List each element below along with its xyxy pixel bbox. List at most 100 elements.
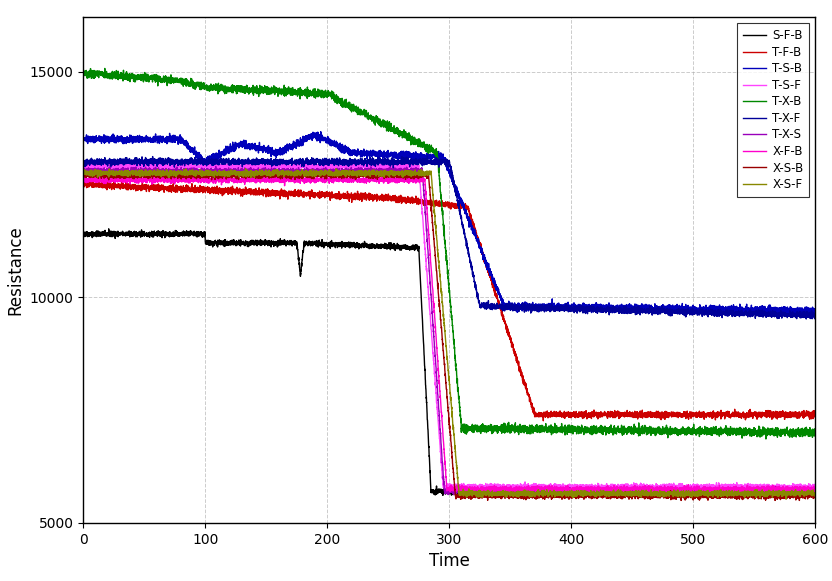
S-F-B <box>805 487 815 494</box>
T-X-F <box>252 160 262 167</box>
S-F-B <box>256 239 266 246</box>
T-X-S <box>248 167 258 174</box>
T-X-B <box>252 85 262 92</box>
T-X-S <box>354 167 364 174</box>
T-S-F <box>626 488 636 495</box>
X-S-F <box>781 496 791 503</box>
T-F-B <box>248 188 258 195</box>
S-F-B <box>252 237 262 244</box>
T-F-B <box>406 197 416 204</box>
T-X-S <box>519 493 529 500</box>
Line: T-X-F: T-X-F <box>83 156 815 319</box>
T-S-B <box>406 153 416 160</box>
X-S-B <box>346 167 356 174</box>
T-S-B <box>78 134 88 141</box>
T-X-F <box>354 157 364 164</box>
T-F-B <box>252 189 262 196</box>
T-X-S <box>256 167 266 174</box>
Line: X-F-B: X-F-B <box>83 175 815 493</box>
T-S-F <box>78 163 88 170</box>
T-X-F <box>423 153 433 160</box>
T-X-B <box>805 433 815 440</box>
X-F-B <box>373 172 383 179</box>
S-F-B <box>810 489 820 496</box>
Line: S-F-B: S-F-B <box>83 229 815 496</box>
X-S-F <box>810 490 820 497</box>
T-X-S <box>210 163 220 170</box>
X-F-B <box>354 178 364 185</box>
X-S-F <box>78 168 88 175</box>
T-F-B <box>86 177 96 184</box>
T-S-B <box>248 145 258 152</box>
X-F-B <box>810 488 820 495</box>
T-X-F <box>78 162 88 168</box>
T-S-F <box>248 164 258 171</box>
S-F-B <box>354 240 364 247</box>
X-axis label: Time: Time <box>428 552 470 570</box>
T-S-F <box>354 162 364 168</box>
X-S-B <box>354 171 364 178</box>
T-S-B <box>810 306 820 313</box>
T-S-F <box>252 162 262 169</box>
S-F-B <box>248 240 258 247</box>
X-F-B <box>636 490 646 497</box>
X-F-B <box>805 487 815 494</box>
T-X-F <box>805 315 815 322</box>
X-S-B <box>252 173 262 180</box>
X-S-F <box>331 165 341 172</box>
Line: T-S-F: T-S-F <box>83 161 815 492</box>
T-X-B <box>406 137 416 144</box>
T-S-F <box>805 486 815 493</box>
T-S-B <box>798 313 808 320</box>
T-F-B <box>538 417 548 424</box>
T-X-S <box>78 167 88 174</box>
X-S-B <box>406 171 416 178</box>
T-X-F <box>801 315 811 322</box>
X-F-B <box>406 174 416 181</box>
S-F-B <box>406 243 416 250</box>
T-X-S <box>810 489 820 496</box>
X-S-B <box>810 491 820 498</box>
T-X-B <box>78 71 88 78</box>
X-S-F <box>354 170 364 177</box>
Y-axis label: Resistance: Resistance <box>6 225 24 315</box>
S-F-B <box>78 230 88 237</box>
S-F-B <box>104 225 114 232</box>
T-F-B <box>78 182 88 189</box>
T-F-B <box>810 413 820 419</box>
X-S-B <box>805 493 815 500</box>
T-X-B <box>354 109 364 116</box>
T-S-B <box>252 142 262 149</box>
T-S-B <box>805 306 815 313</box>
T-X-F <box>406 155 416 162</box>
T-X-B <box>810 429 820 436</box>
X-S-F <box>406 169 416 176</box>
Line: T-F-B: T-F-B <box>83 181 815 421</box>
T-X-B <box>100 65 110 72</box>
X-S-B <box>78 171 88 178</box>
Line: T-X-S: T-X-S <box>83 166 815 496</box>
X-F-B <box>252 178 262 185</box>
T-F-B <box>354 193 364 200</box>
X-F-B <box>256 178 266 185</box>
X-S-F <box>805 490 815 497</box>
T-X-S <box>406 167 416 174</box>
T-S-F <box>256 162 266 169</box>
T-F-B <box>805 416 815 423</box>
T-X-F <box>256 160 266 167</box>
T-X-B <box>761 436 771 443</box>
Line: T-S-B: T-S-B <box>83 132 815 316</box>
T-F-B <box>256 188 266 195</box>
Line: X-S-B: X-S-B <box>83 171 815 500</box>
T-S-B <box>256 146 266 153</box>
S-F-B <box>661 492 671 499</box>
X-S-F <box>252 170 262 177</box>
X-S-B <box>256 171 266 178</box>
X-S-B <box>676 497 686 504</box>
T-X-B <box>248 85 258 92</box>
X-S-F <box>248 171 258 178</box>
T-S-F <box>810 483 820 490</box>
X-F-B <box>78 177 88 184</box>
T-X-S <box>805 489 815 496</box>
X-F-B <box>248 174 258 181</box>
